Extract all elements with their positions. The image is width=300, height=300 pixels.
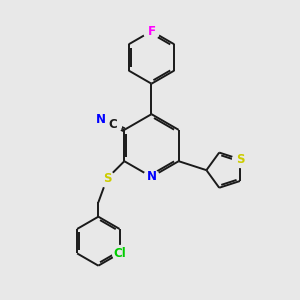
Text: Cl: Cl (113, 247, 126, 260)
Text: N: N (96, 112, 106, 126)
Text: N: N (146, 170, 157, 183)
Text: F: F (148, 25, 155, 38)
Text: S: S (236, 153, 244, 166)
Text: S: S (103, 172, 111, 185)
Text: C: C (109, 118, 117, 131)
